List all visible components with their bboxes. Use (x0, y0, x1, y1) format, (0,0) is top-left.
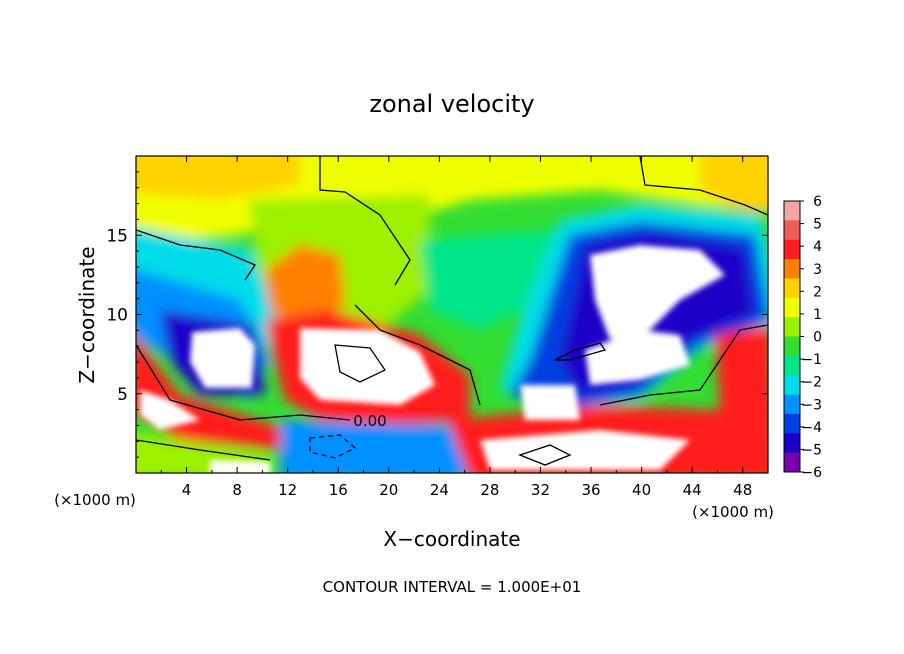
colorbar-swatch (784, 220, 800, 241)
contour-zero-right-lower (599, 324, 768, 406)
x-tick-label: 16 (329, 481, 348, 499)
colorbar-swatch (784, 394, 800, 415)
x-tick-label: 24 (430, 481, 449, 499)
contour-small-loop (554, 342, 607, 361)
x-tick-label: 12 (278, 481, 297, 499)
colorbar-swatch (784, 413, 800, 434)
colorbar-swatch (784, 259, 800, 279)
y-axis: 5 10 15 (106, 171, 768, 458)
y-tick-label: 10 (106, 306, 128, 326)
x-tick-label: 44 (683, 481, 702, 499)
contour-dashed (309, 434, 357, 459)
white-region-right-upper (590, 245, 725, 340)
y-tick-label: 15 (106, 226, 128, 246)
x-tick-label: 28 (480, 481, 499, 499)
colorbar-label: 6 (813, 194, 822, 210)
contour-zero-mid (354, 304, 481, 406)
colorbar-label: −6 (801, 465, 822, 481)
field-upper-orange-right (700, 156, 768, 213)
white-region-bottom-strip (210, 460, 270, 473)
x-tick-label: 40 (632, 481, 651, 499)
contour-interval-note: CONTOUR INTERVAL = 1.000E+01 (323, 578, 582, 596)
white-region-right-mid (585, 330, 690, 385)
field-bottom-blue (280, 420, 468, 473)
contour-zero-lower (136, 344, 351, 421)
colorbar-swatch (784, 317, 800, 337)
x-unit-right: (×1000 m) (692, 503, 774, 521)
colorbar-swatch (784, 278, 800, 299)
contour-zero-left (136, 229, 256, 281)
x-tick-label: 8 (232, 481, 242, 499)
white-region-lower-center (520, 385, 580, 420)
contour-zero-base (136, 439, 271, 461)
x-axis-title: X−coordinate (383, 527, 520, 551)
field-right-red-strip (715, 325, 768, 419)
chart-title: zonal velocity (369, 90, 534, 118)
colorbar-label: 2 (813, 284, 822, 300)
contour-label: 0.00 (353, 412, 386, 430)
colorbar-swatch (784, 375, 800, 396)
colorbar-label: 3 (813, 262, 822, 278)
colorbar-swatch (784, 297, 800, 318)
white-region-left (190, 328, 255, 388)
white-region-center (300, 328, 435, 405)
colorbar-label: −5 (801, 442, 822, 458)
contour-inner-center (334, 344, 386, 383)
x-tick-label: 48 (733, 481, 752, 499)
x-unit-left: (×1000 m) (54, 491, 136, 509)
x-tick-label: 36 (581, 481, 600, 499)
field-upper-orange-left (136, 156, 300, 200)
colorbar-label: 1 (813, 307, 822, 323)
white-region-bottom-left (140, 390, 200, 430)
colorbar-label: −1 (801, 352, 822, 368)
colorbar-swatch (784, 239, 800, 260)
x-tick-label: 4 (182, 481, 192, 499)
colorbar-swatch (784, 452, 800, 473)
colorbar-swatch (784, 336, 800, 357)
field-orange-plume (265, 245, 345, 330)
x-tick-label: 32 (531, 481, 550, 499)
contour-zero-upper (319, 156, 411, 286)
colorbar-swatch (784, 355, 800, 376)
y-tick-label: 5 (117, 385, 128, 405)
heatmap-field (136, 156, 768, 473)
x-tick-label: 20 (379, 481, 398, 499)
contour-zero-right (639, 156, 768, 216)
colorbar-label: 0 (813, 330, 822, 346)
colorbar-label: −3 (801, 397, 822, 413)
colorbar-swatch (784, 433, 800, 454)
colorbar: 6 5 4 3 2 1 0 −1 −2 −3 −4 −5 −6 (783, 194, 822, 481)
x-axis: 4 8 12 16 20 24 28 32 36 40 44 48 (160, 156, 752, 499)
colorbar-label: −2 (801, 375, 822, 391)
contour-bottom-loop (518, 444, 572, 466)
colorbar-swatch (784, 201, 800, 221)
field-mid-teal (420, 230, 560, 330)
colorbar-label: −4 (801, 420, 822, 436)
y-axis-title: Z−coordinate (75, 246, 99, 383)
colorbar-label: 4 (813, 239, 822, 255)
colorbar-label: 5 (813, 217, 822, 233)
